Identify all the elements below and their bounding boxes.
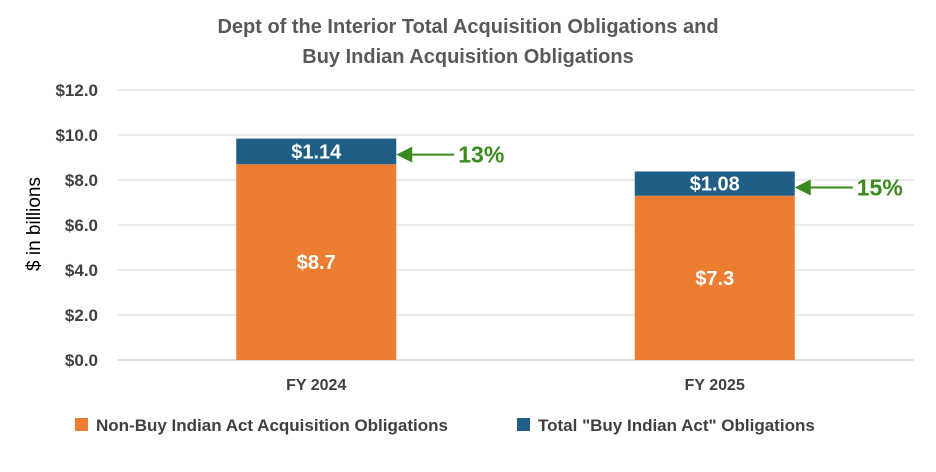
chart-title-line-1: Dept of the Interior Total Acquisition O… (217, 16, 718, 38)
chart-title-line-2: Buy Indian Acquisition Obligations (302, 46, 633, 68)
bar-buy-indian (236, 138, 397, 165)
y-tick-label: $8.0 (65, 171, 98, 190)
legend: Non-Buy Indian Act Acquisition Obligatio… (75, 416, 815, 435)
y-axis-label: $ in billions (24, 177, 45, 271)
data-label: $8.7 (297, 252, 336, 274)
x-category-label: FY 2024 (286, 377, 346, 394)
y-tick-label: $0.0 (65, 351, 98, 370)
bar-non-buy-indian (236, 164, 397, 360)
bar-non-buy-indian (634, 195, 795, 360)
y-tick-label: $6.0 (65, 216, 98, 235)
y-axis-ticks: $0.0 $2.0 $4.0 $6.0 $8.0 $10.0 $12.0 (55, 81, 98, 370)
bar-buy-indian (634, 171, 795, 196)
annotation-percentage: 15% (857, 174, 903, 200)
legend-swatch-buy-indian (517, 418, 530, 431)
bars (236, 138, 795, 360)
legend-label-buy-indian: Total "Buy Indian Act" Obligations (538, 416, 815, 435)
y-tick-label: $12.0 (55, 81, 98, 100)
data-label: $1.08 (690, 174, 740, 196)
legend-swatch-non-buy-indian (75, 418, 88, 431)
y-tick-label: $2.0 (65, 306, 98, 325)
legend-label-non-buy-indian: Non-Buy Indian Act Acquisition Obligatio… (96, 416, 448, 435)
data-label: $7.3 (695, 268, 734, 290)
y-tick-label: $4.0 (65, 261, 98, 280)
data-label: $1.14 (291, 141, 342, 163)
data-labels: $8.7 $1.14 $7.3 $1.08 (291, 141, 740, 289)
annotations: 13% 15% (396, 142, 903, 200)
y-tick-label: $10.0 (55, 126, 98, 145)
x-category-label: FY 2025 (685, 377, 745, 394)
x-axis-categories: FY 2024 FY 2025 (286, 377, 745, 394)
annotation-percentage: 13% (458, 142, 504, 168)
